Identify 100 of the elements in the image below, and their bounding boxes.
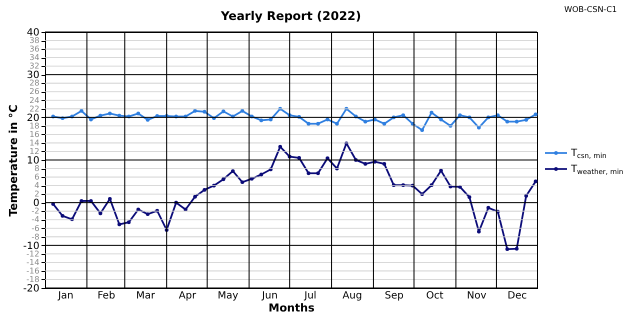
point [231,169,235,173]
point [505,247,510,252]
y-tick-label: -10 [23,240,40,252]
point [316,122,320,126]
y-tick-label: 22 [29,104,40,114]
point [306,122,310,126]
x-tick-label: Aug [342,290,362,302]
point [439,168,443,173]
x-tick-label: Jan [57,290,74,302]
point [514,246,519,251]
point [430,110,434,115]
text: WOB-CSN-C1 [564,5,617,14]
point [278,144,282,149]
point [240,109,244,113]
x-tick-label: Feb [97,290,116,302]
point [382,162,386,166]
point [534,179,538,184]
point [146,212,150,216]
point [146,118,150,122]
x-tick-label: Dec [508,290,527,302]
point [363,162,368,166]
point [136,208,140,212]
point [401,113,406,118]
y-tick-label: -12 [26,249,40,258]
point [80,199,84,203]
y-axis-title: Temperature in °C [7,104,20,216]
point [117,114,122,118]
point [420,128,424,132]
y-tick-label: -14 [26,258,40,267]
y-tick-label: 12 [29,146,40,156]
y-tick-label: 24 [29,96,40,105]
point [222,109,226,114]
x-tick-label: Oct [426,290,444,302]
point [193,109,197,113]
point [222,177,226,182]
y-tick-label: 40 [26,28,40,38]
point [316,171,320,176]
y-tick-label: 28 [29,78,40,88]
point [326,118,330,122]
x-tick-label: Sep [384,290,404,302]
y-tick-label: -16 [26,266,40,276]
point [89,118,93,122]
x-tick-label: Nov [466,290,487,302]
y-tick-label: -18 [26,274,40,284]
y-tick-label: 26 [29,87,40,96]
y-tick-label: 2 [34,190,40,199]
y-tick-label: 18 [29,121,40,130]
point [98,211,102,216]
point [136,112,140,116]
x-tick-label: Jun [261,290,278,302]
point [193,194,197,199]
point [108,196,112,201]
point [60,214,64,218]
y-tick-label: 8 [34,164,40,174]
point [202,110,206,114]
y-tick-label: 32 [29,62,40,71]
point [259,118,264,122]
point [363,120,368,124]
point [477,230,481,234]
y-tick-label: 20 [26,112,40,124]
point [250,176,254,181]
point [297,156,301,160]
y-tick-label: -2 [32,206,40,216]
x-tick-label: Mar [136,290,156,302]
chart-title: Yearly Report (2022) [220,9,362,23]
point [382,122,386,126]
x-tick-label: Jul [303,290,316,302]
point [240,180,244,184]
y-tick-label: 10 [26,156,40,166]
point [184,208,188,212]
x-tick-label: Apr [178,290,197,302]
point [458,113,462,118]
y-tick-label: -20 [23,284,40,294]
point [80,109,84,113]
point [306,171,310,176]
point [98,114,102,118]
point [117,222,122,226]
point [514,120,519,124]
point [524,118,528,122]
y-tick-label: 16 [29,130,40,139]
y-tick-label: 38 [29,36,40,46]
y-tick-label: 34 [29,53,40,62]
y-tick-label: -6 [32,224,40,233]
point [335,122,339,126]
point [89,199,93,203]
y-tick-label: -4 [32,215,40,224]
point [486,206,490,210]
y-tick-label: -8 [32,232,40,242]
point [534,112,538,116]
point [259,172,264,176]
point [268,118,273,122]
point [505,120,510,124]
y-tick-label: 6 [34,172,40,182]
point [126,220,131,224]
x-tick-label: May [218,290,238,302]
point [468,195,472,199]
point [108,112,112,116]
y-tick-label: 14 [29,138,40,148]
point [202,188,206,192]
y-tick-label: 36 [29,44,40,54]
